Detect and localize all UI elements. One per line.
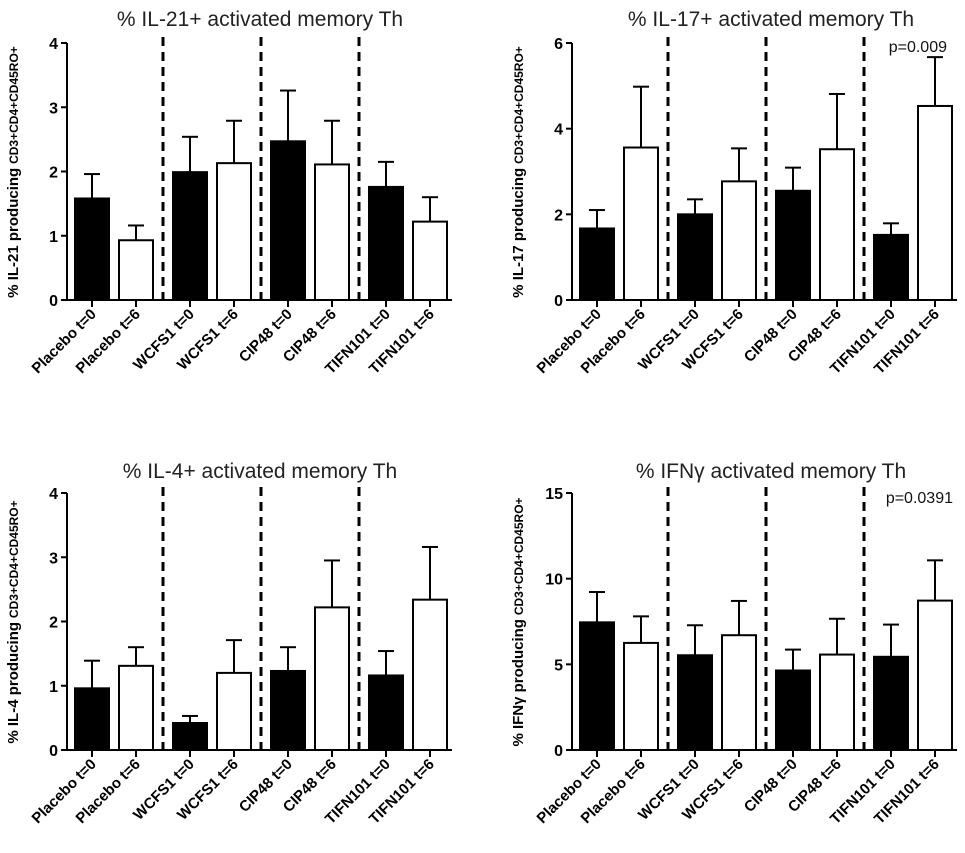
y-tick-label: 1 [49,679,58,696]
chart-title: % IL-17+ activated memory Th [628,8,914,31]
y-axis-label-main: % IL-21 producing [5,168,22,298]
chart-title: % IL-4+ activated memory Th [123,460,397,483]
y-tick-label: 0 [49,293,58,310]
y-axis-label-main: % IFNγ producing [510,619,527,747]
chart-title: % IL-21+ activated memory Th [117,8,403,31]
chart-title: % IFNγ activated memory Th [636,460,906,483]
y-tick-label: 4 [49,486,58,503]
y-tick-label: 0 [554,743,563,760]
y-tick-label: 4 [554,122,563,139]
bar [270,669,306,751]
bar [623,641,659,752]
y-tick-label: 5 [554,657,563,674]
y-tick-label: 2 [49,615,58,632]
bar [775,189,811,301]
bar [677,213,713,301]
y-tick-label: 1 [49,229,58,246]
chart-il4: % IL-4+ activated memory Th % IL-4 produ… [5,460,452,828]
p-value-annotation: p=0.009 [889,39,947,56]
y-tick-label: 4 [49,36,58,53]
bar [118,239,154,301]
bar [721,180,757,301]
bar [412,220,448,302]
chart-il17: % IL-17+ activated memory Th % IL-17 pro… [510,8,957,378]
bar [368,674,404,751]
bar [873,233,909,301]
y-tick-label: 3 [49,550,58,567]
bar [118,664,154,752]
bar [873,655,909,752]
y-axis-label: % IL-4 producing CD3+CD4+CD45RO+ [5,500,22,743]
bar [216,671,252,752]
y-tick-label: 0 [554,293,563,310]
bar [579,227,615,302]
y-axis-label-sub: CD3+CD4+CD45RO+ [512,46,526,164]
y-axis-label: % IL-17 producing CD3+CD4+CD45RO+ [510,46,527,298]
y-tick-label: 10 [545,572,563,589]
bar [314,606,350,751]
y-axis-label: % IL-21 producing CD3+CD4+CD45RO+ [5,46,22,298]
bar [775,669,811,752]
bar [623,146,659,301]
y-tick-label: 3 [49,100,58,117]
y-tick-label: 2 [49,165,58,182]
y-axis-label-sub: CD3+CD4+CD45RO+ [7,500,21,618]
y-axis-label: % IFNγ producing CD3+CD4+CD45RO+ [510,497,527,746]
y-axis-label-sub: CD3+CD4+CD45RO+ [512,497,526,615]
y-axis-label-sub: CD3+CD4+CD45RO+ [7,46,21,164]
bar [917,104,953,301]
y-tick-label: 2 [554,207,563,224]
y-tick-label: 0 [49,743,58,760]
bar [172,722,208,752]
bar [216,162,252,301]
bar [172,171,208,301]
chart-ifng: % IFNγ activated memory Th % IFNγ produc… [510,460,957,828]
y-tick-label: 6 [554,36,563,53]
y-axis-label-main: % IL-4 producing [5,622,22,744]
bar [579,621,615,752]
bar [721,634,757,751]
y-tick-label: 15 [545,486,563,503]
bar [819,653,855,751]
y-axis-label-main: % IL-17 producing [510,168,527,298]
bar [412,598,448,752]
bar [74,197,110,301]
bar [74,687,110,752]
bar [917,599,953,752]
bar [270,140,306,301]
bar [819,148,855,301]
p-value-annotation: p=0.0391 [886,490,953,507]
bar [677,654,713,752]
chart-il21: % IL-21+ activated memory Th % IL-21 pro… [5,8,452,378]
bar [314,163,350,301]
bar [368,185,404,301]
